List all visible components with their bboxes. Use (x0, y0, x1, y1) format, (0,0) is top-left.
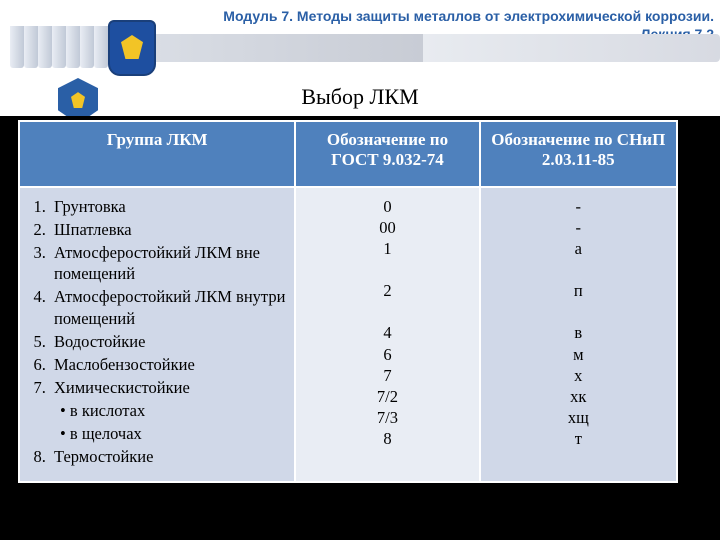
group-item: Термостойкие (50, 446, 286, 467)
snip-value: хщ (489, 407, 668, 428)
gost-value: 1 (304, 238, 470, 259)
gost-value: 7/2 (304, 386, 470, 407)
group-item: Атмосферостойкий ЛКМ внутри помещений (50, 286, 286, 328)
col-header-gost: Обозначение по ГОСТ 9.032-74 (295, 121, 479, 187)
group-item: Маслобензостойкие (50, 354, 286, 375)
snip-value: х (489, 365, 668, 386)
spacer (489, 301, 668, 322)
snip-value: хк (489, 386, 668, 407)
gost-value: 6 (304, 344, 470, 365)
snip-value: т (489, 428, 668, 449)
cell-groups: Грунтовка Шпатлевка Атмосферостойкий ЛКМ… (19, 187, 295, 482)
gost-value: 4 (304, 322, 470, 343)
snip-value: - (489, 217, 668, 238)
lkm-table: Группа ЛКМ Обозначение по ГОСТ 9.032-74 … (18, 120, 678, 483)
gost-value: 00 (304, 217, 470, 238)
group-item: Химическистойкие (50, 377, 286, 398)
gost-value: 7/3 (304, 407, 470, 428)
group-subitem: в кислотах (28, 400, 286, 421)
slide-header: Модуль 7. Методы защиты металлов от элек… (0, 0, 720, 90)
table-header-row: Группа ЛКМ Обозначение по ГОСТ 9.032-74 … (19, 121, 677, 187)
spacer (304, 301, 470, 322)
group-item: Водостойкие (50, 331, 286, 352)
gost-value: 2 (304, 280, 470, 301)
table-row: Грунтовка Шпатлевка Атмосферостойкий ЛКМ… (19, 187, 677, 482)
snip-value: в (489, 322, 668, 343)
cell-gost: 0 00 1 2 4 6 7 7/2 7/3 8 (295, 187, 479, 482)
col-header-group: Группа ЛКМ (19, 121, 295, 187)
snip-value: п (489, 280, 668, 301)
table: Группа ЛКМ Обозначение по ГОСТ 9.032-74 … (18, 120, 678, 483)
col-header-snip: Обозначение по СНиП 2.03.11-85 (480, 121, 677, 187)
gost-value: 7 (304, 365, 470, 386)
snip-value: - (489, 196, 668, 217)
group-subitem: в щелочах (28, 423, 286, 444)
header-ribbon (60, 34, 720, 62)
shield-logo-icon (108, 20, 156, 76)
group-item: Шпатлевка (50, 219, 286, 240)
gost-value: 0 (304, 196, 470, 217)
spacer (304, 259, 470, 280)
group-item: Атмосферостойкий ЛКМ вне помещений (50, 242, 286, 284)
spacer (489, 259, 668, 280)
gost-value: 8 (304, 428, 470, 449)
bookfold-decoration (10, 26, 110, 68)
section-title: Выбор ЛКМ (0, 84, 720, 110)
cell-snip: - - а п в м х хк хщ т (480, 187, 677, 482)
group-item: Грунтовка (50, 196, 286, 217)
snip-value: м (489, 344, 668, 365)
snip-value: а (489, 238, 668, 259)
